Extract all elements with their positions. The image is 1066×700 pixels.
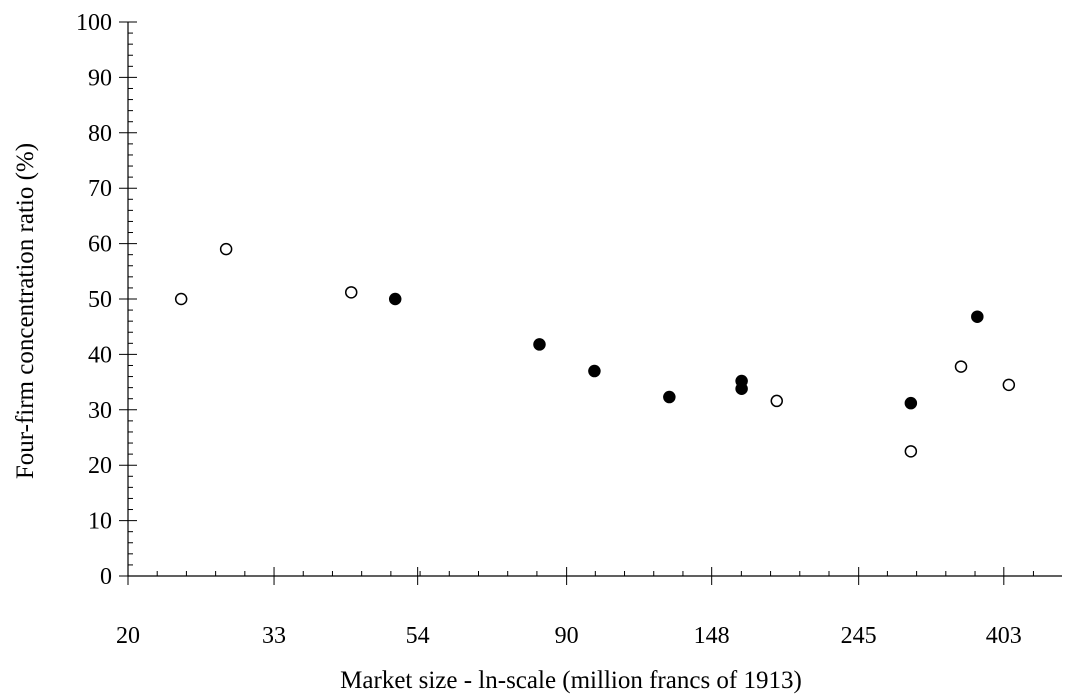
open-data-point	[1002, 378, 1016, 392]
filled-data-point	[388, 292, 402, 306]
y-tick-label: 30	[88, 398, 112, 424]
x-axis-title: Market size - ln-scale (million francs o…	[340, 667, 802, 694]
x-tick-label: 90	[555, 623, 579, 649]
x-tick-label: 33	[262, 623, 286, 649]
filled-data-point	[663, 390, 676, 404]
filled-data-point	[735, 382, 748, 395]
y-axis-title: Four-firm concentration ratio (%)	[12, 143, 39, 479]
y-tick-label: 60	[88, 232, 112, 258]
axes	[127, 22, 1062, 577]
y-tick-label: 10	[88, 509, 112, 535]
x-tick-label: 54	[406, 623, 430, 649]
y-tick-label: 50	[88, 287, 112, 313]
x-tick-label: 403	[986, 623, 1022, 649]
filled-data-point	[533, 338, 546, 351]
y-tick-label: 100	[76, 10, 112, 36]
y-tick-label: 0	[100, 564, 112, 590]
open-data-point	[904, 445, 918, 458]
open-data-point	[174, 292, 188, 306]
filled-data-point	[971, 310, 984, 323]
filled-data-point	[588, 364, 601, 378]
x-tick-label: 245	[841, 623, 877, 649]
x-tick-label: 20	[116, 623, 140, 649]
open-data-point	[219, 242, 233, 256]
open-data-point	[770, 394, 784, 408]
ticks: 0 10 20 30 40 50 60 70 80 90 100 20 33 54 90 148 245 403	[76, 10, 1034, 649]
open-data-point	[954, 360, 968, 373]
data-points	[174, 242, 1016, 458]
filled-data-point	[904, 396, 918, 410]
y-tick-label: 80	[88, 121, 112, 147]
y-tick-label: 90	[88, 65, 112, 91]
y-tick-label: 20	[88, 453, 112, 479]
open-data-point	[344, 286, 358, 299]
y-tick-label: 70	[88, 176, 112, 202]
y-tick-label: 40	[88, 342, 112, 368]
x-tick-label: 148	[694, 623, 730, 649]
